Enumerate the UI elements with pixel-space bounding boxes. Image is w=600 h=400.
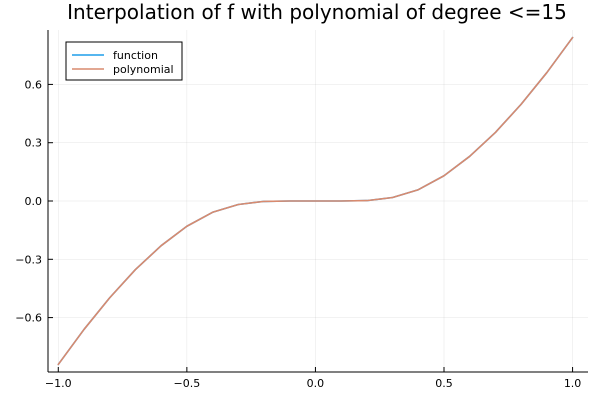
x-tick-label: 0.0	[307, 377, 325, 390]
x-tick-label: −0.5	[173, 377, 200, 390]
x-tick-label: 1.0	[564, 377, 582, 390]
y-ticks: −0.6 −0.3 0.0 0.3 0.6	[15, 78, 53, 325]
y-tick-label: 0.6	[25, 78, 43, 91]
legend-box	[65, 41, 183, 81]
legend: function polynomial	[65, 41, 183, 81]
series-group	[57, 36, 574, 366]
grid	[48, 30, 588, 372]
series-line-polynomial	[57, 36, 574, 366]
y-tick-label: 0.0	[25, 195, 43, 208]
chart-title: Interpolation of f with polynomial of de…	[67, 0, 567, 24]
legend-label-function: function	[113, 49, 158, 62]
y-tick-label: −0.3	[15, 253, 42, 266]
y-tick-label: −0.6	[15, 312, 42, 325]
y-tick-label: 0.3	[25, 137, 43, 150]
legend-label-polynomial: polynomial	[113, 63, 174, 76]
x-tick-label: 0.5	[435, 377, 453, 390]
x-tick-label: −1.0	[45, 377, 72, 390]
x-ticks: −1.0 −0.5 0.0 0.5 1.0	[45, 367, 581, 390]
